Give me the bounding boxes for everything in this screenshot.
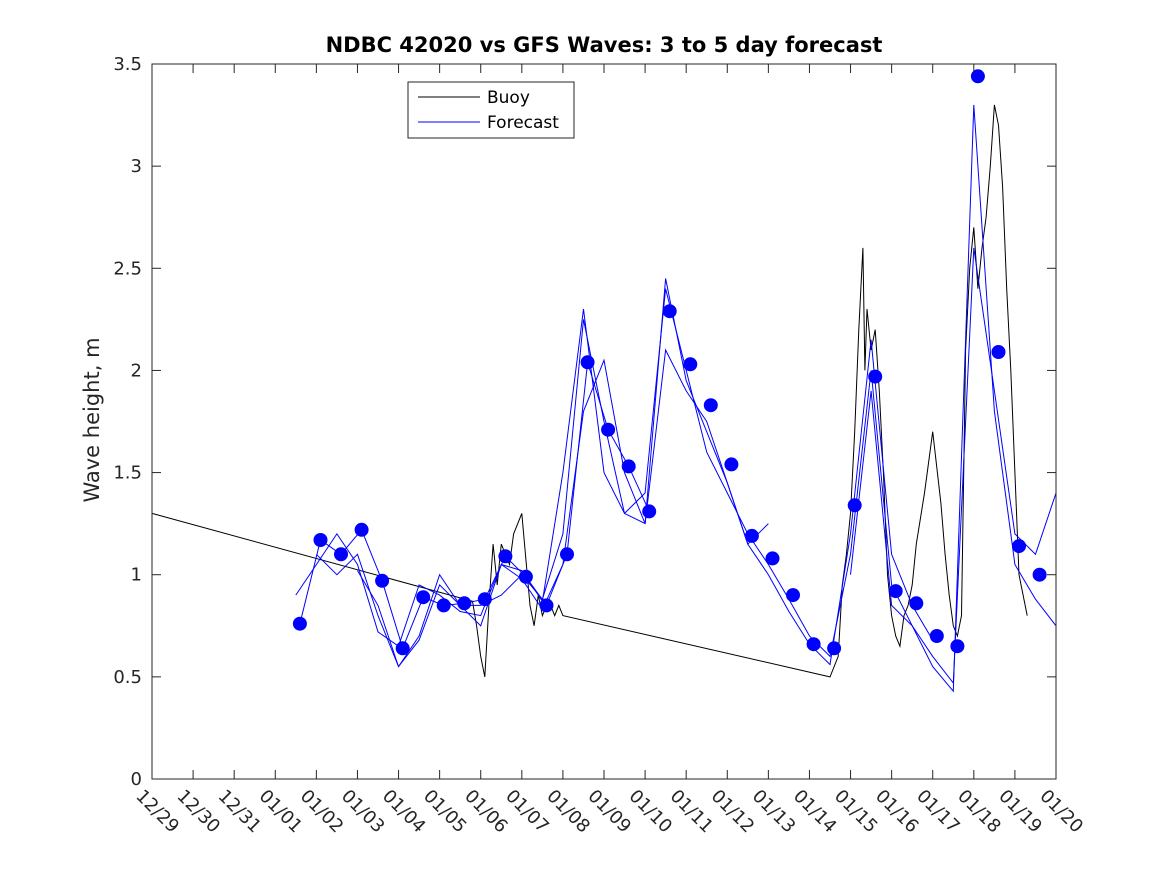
x-tick-label: 01/15 — [830, 786, 882, 838]
forecast-point — [868, 369, 883, 384]
forecast-point — [929, 629, 944, 643]
forecast-point — [436, 598, 451, 613]
forecast-point — [970, 69, 985, 84]
forecast-point — [765, 551, 780, 566]
y-tick-label: 1 — [131, 565, 142, 586]
forecast-point — [375, 573, 390, 588]
x-tick-label: 01/04 — [378, 786, 430, 838]
forecast-point — [786, 588, 800, 603]
forecast-point — [888, 584, 903, 599]
forecast-point — [395, 641, 410, 656]
forecast-run-line-3 — [357, 247, 1057, 685]
forecast-point — [1012, 539, 1026, 554]
forecast-point — [642, 504, 657, 519]
y-tick-label: 1.5 — [113, 463, 142, 484]
x-tick-label: 12/30 — [173, 786, 225, 838]
forecast-point — [991, 345, 1006, 359]
x-tick-label: 01/05 — [419, 786, 471, 838]
forecast-point — [724, 457, 739, 472]
y-tick-label: 3.5 — [113, 54, 142, 75]
chart-title: NDBC 42020 vs GFS Waves: 3 to 5 day fore… — [326, 33, 883, 57]
forecast-point — [560, 547, 574, 562]
forecast-point — [580, 355, 595, 370]
legend: Buoy Forecast — [407, 81, 575, 139]
y-tick-label: 0.5 — [113, 667, 142, 688]
forecast-point — [683, 357, 698, 372]
forecast-point — [457, 596, 472, 611]
x-tick-label: 12/31 — [214, 786, 266, 838]
forecast-point — [416, 590, 431, 605]
y-tick-label: 0 — [131, 769, 142, 790]
y-tick-label: 2.5 — [113, 258, 142, 279]
x-tick-label: 01/06 — [460, 786, 512, 838]
y-tick-label: 2 — [131, 360, 142, 381]
forecast-point — [334, 547, 348, 562]
forecast-point — [518, 569, 533, 584]
forecast-point — [1032, 567, 1047, 582]
buoy-series-line — [151, 104, 1028, 678]
y-axis-label: Wave height, m — [80, 337, 104, 502]
x-tick-label: 01/14 — [789, 786, 841, 838]
x-tick-label: 01/17 — [912, 786, 964, 838]
x-tick-label: 01/19 — [994, 786, 1046, 838]
forecast-point — [744, 528, 759, 543]
forecast-point — [847, 498, 862, 513]
forecast-run-line-4 — [850, 104, 1057, 693]
forecast-point — [601, 422, 616, 437]
x-tick-label: 01/03 — [337, 786, 389, 838]
forecast-point — [313, 533, 328, 547]
forecast-point — [806, 637, 821, 652]
forecast-point — [827, 641, 842, 656]
x-tick-label: 01/01 — [255, 786, 307, 838]
forecast-point — [354, 522, 369, 537]
x-tick-label: 01/16 — [871, 786, 923, 838]
x-tick-label: 01/02 — [296, 786, 348, 838]
x-tick-label: 01/11 — [666, 786, 718, 838]
y-tick-label: 3 — [131, 156, 142, 177]
x-tick-label: 01/12 — [707, 786, 759, 838]
x-tick-label: 01/20 — [1035, 786, 1087, 838]
forecast-point — [477, 592, 492, 607]
x-tick-label: 01/18 — [953, 786, 1005, 838]
forecast-point — [498, 549, 513, 564]
forecast-point — [292, 616, 307, 631]
forecast-point — [703, 398, 718, 413]
forecast-point — [539, 598, 554, 613]
legend-box — [407, 81, 575, 139]
forecast-point — [950, 639, 965, 654]
x-tick-label: 01/10 — [625, 786, 677, 838]
legend-forecast-label: Forecast — [487, 113, 559, 133]
x-tick-label: 12/29 — [131, 786, 183, 838]
legend-buoy-label: Buoy — [487, 88, 530, 108]
forecast-point — [909, 596, 924, 611]
x-tick-label: 01/13 — [748, 786, 800, 838]
forecast-point — [621, 459, 636, 474]
x-tick-label: 01/07 — [501, 786, 553, 838]
forecast-point — [662, 304, 677, 319]
x-tick-label: 01/09 — [583, 786, 635, 838]
x-tick-label: 01/08 — [542, 786, 594, 838]
forecast-run-line-1 — [295, 348, 769, 647]
plot-area: 00.511.522.533.512/2912/3012/3101/0101/0… — [113, 54, 1087, 837]
